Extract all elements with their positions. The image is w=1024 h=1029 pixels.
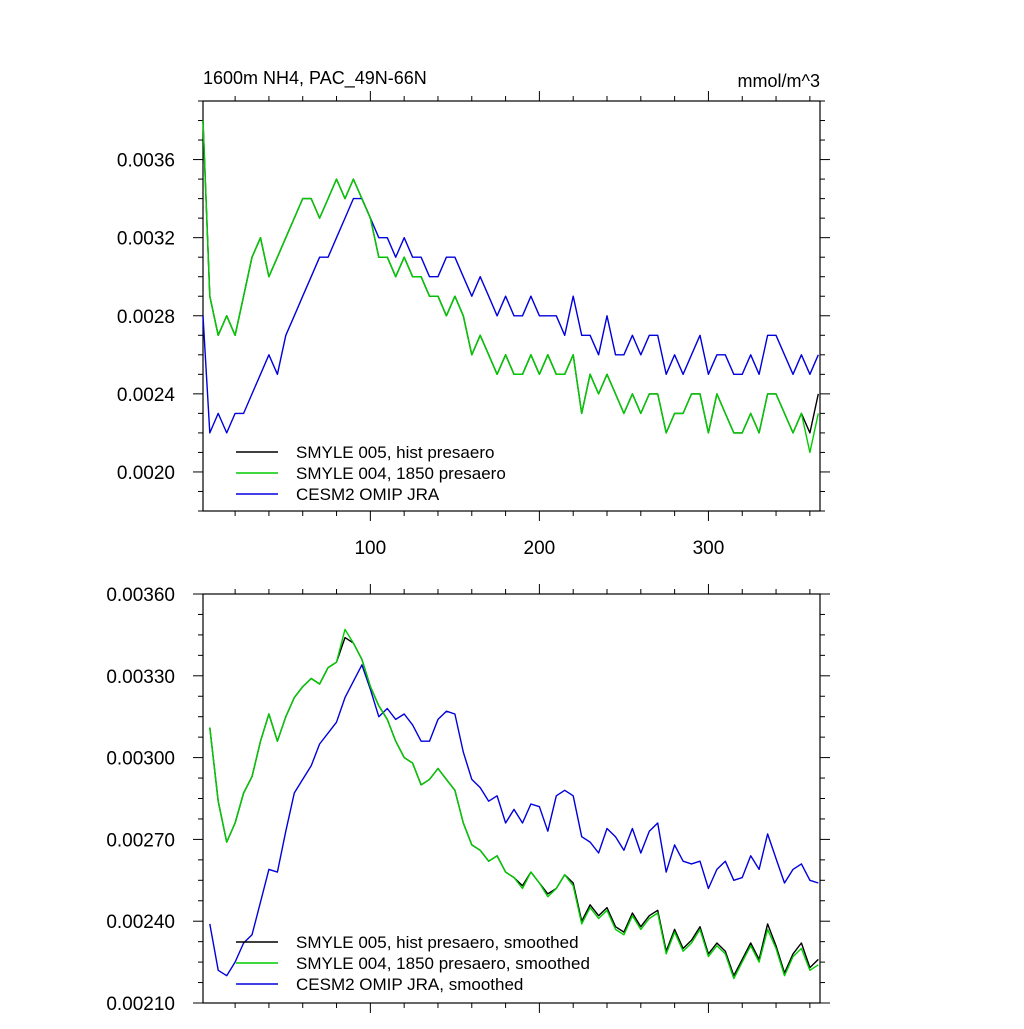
- legend-label: SMYLE 005, hist presaero, smoothed: [296, 933, 579, 952]
- y-tick-label: 0.0028: [117, 307, 175, 328]
- series-line-3: [202, 197, 819, 434]
- y-tick-label: 0.0024: [117, 385, 176, 406]
- legend-label: CESM2 OMIP JRA: [296, 485, 440, 504]
- x-tick-label: 200: [524, 538, 556, 559]
- y-tick-label: 0.00360: [106, 585, 175, 606]
- legend-label: SMYLE 004, 1850 presaero, smoothed: [296, 954, 590, 973]
- y-tick-label: 0.0036: [117, 151, 175, 172]
- plot-frame: [202, 100, 821, 512]
- legend-label: CESM2 OMIP JRA, smoothed: [296, 975, 523, 994]
- top-panel: 100 200 300 0.0020 0.0024 0.0028 0.0032 0.0036 1…: [117, 68, 830, 559]
- legend-label: SMYLE 005, hist presaero: [296, 443, 494, 462]
- series-line-3: [209, 664, 819, 977]
- y-tick-label: 0.00240: [106, 912, 175, 933]
- legend-label: SMYLE 004, 1850 presaero: [296, 464, 506, 483]
- y-tick-label: 0.00300: [106, 749, 175, 770]
- series-line-2: [209, 628, 819, 980]
- bottom-panel: 0.00210 0.00240 0.00270 0.00300 0.00330 0.003…: [106, 584, 830, 1015]
- y-tick-label: 0.0020: [117, 463, 175, 484]
- units-label: mmol/m^3: [738, 71, 820, 91]
- series-line-2: [202, 120, 819, 454]
- y-tick-label: 0.00330: [106, 667, 175, 688]
- x-tick-label: 300: [693, 538, 725, 559]
- y-tick-label: 0.0032: [117, 229, 175, 250]
- y-tick-label: 0.00270: [106, 830, 175, 851]
- series-line-1: [202, 120, 819, 434]
- y-tick-label: 0.00210: [106, 994, 175, 1015]
- x-tick-label: 100: [354, 538, 386, 559]
- chart-title: 1600m NH4, PAC_49N-66N: [203, 68, 427, 89]
